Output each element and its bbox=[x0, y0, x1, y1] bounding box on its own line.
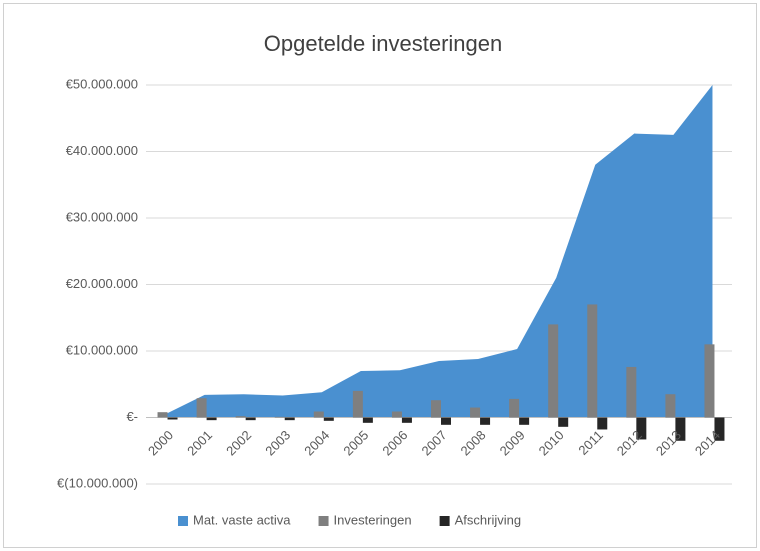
bar bbox=[626, 366, 637, 418]
bar bbox=[587, 304, 598, 418]
legend-label: Afschrijving bbox=[455, 512, 521, 527]
area bbox=[165, 85, 713, 418]
legend-swatch bbox=[439, 516, 450, 526]
bar bbox=[470, 407, 481, 418]
bar bbox=[245, 417, 256, 421]
bar bbox=[274, 416, 285, 418]
y-tick-label: €10.000.000 bbox=[66, 342, 138, 357]
legend-label: Investeringen bbox=[334, 512, 412, 527]
bar bbox=[714, 417, 725, 441]
y-tick-label: €50.000.000 bbox=[66, 76, 138, 91]
bar bbox=[636, 417, 647, 440]
bar bbox=[519, 417, 530, 425]
bar bbox=[313, 411, 324, 418]
bar bbox=[362, 417, 373, 423]
bar bbox=[206, 417, 217, 421]
bar bbox=[235, 416, 246, 418]
bar bbox=[401, 417, 412, 423]
bar bbox=[548, 324, 559, 418]
bar bbox=[441, 417, 451, 425]
chart-title: Opgetelde investeringen bbox=[264, 31, 503, 56]
bar bbox=[284, 417, 295, 421]
bar bbox=[431, 400, 441, 418]
y-tick-label: €(10.000.000) bbox=[57, 475, 138, 490]
legend-swatch bbox=[318, 516, 329, 526]
legend-label: Mat. vaste activa bbox=[193, 512, 291, 527]
bar bbox=[480, 417, 491, 425]
bar bbox=[352, 390, 363, 418]
y-tick-label: €20.000.000 bbox=[66, 276, 138, 291]
legend-swatch bbox=[178, 516, 188, 526]
bar bbox=[167, 417, 178, 420]
y-tick-label: €40.000.000 bbox=[66, 143, 138, 158]
bar bbox=[665, 394, 676, 418]
y-tick-label: €- bbox=[126, 409, 138, 424]
bar bbox=[558, 417, 569, 427]
bar bbox=[704, 344, 715, 418]
bar bbox=[509, 398, 520, 418]
bar bbox=[675, 417, 686, 441]
bar bbox=[597, 417, 608, 430]
bar bbox=[196, 398, 207, 418]
bar bbox=[323, 417, 334, 421]
bar bbox=[391, 411, 402, 418]
y-tick-label: €30.000.000 bbox=[66, 209, 138, 224]
bar bbox=[157, 412, 168, 418]
